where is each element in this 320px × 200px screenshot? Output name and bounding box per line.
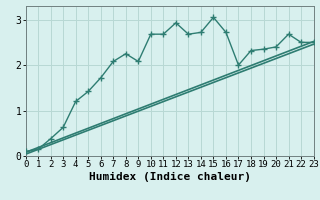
X-axis label: Humidex (Indice chaleur): Humidex (Indice chaleur) (89, 172, 251, 182)
